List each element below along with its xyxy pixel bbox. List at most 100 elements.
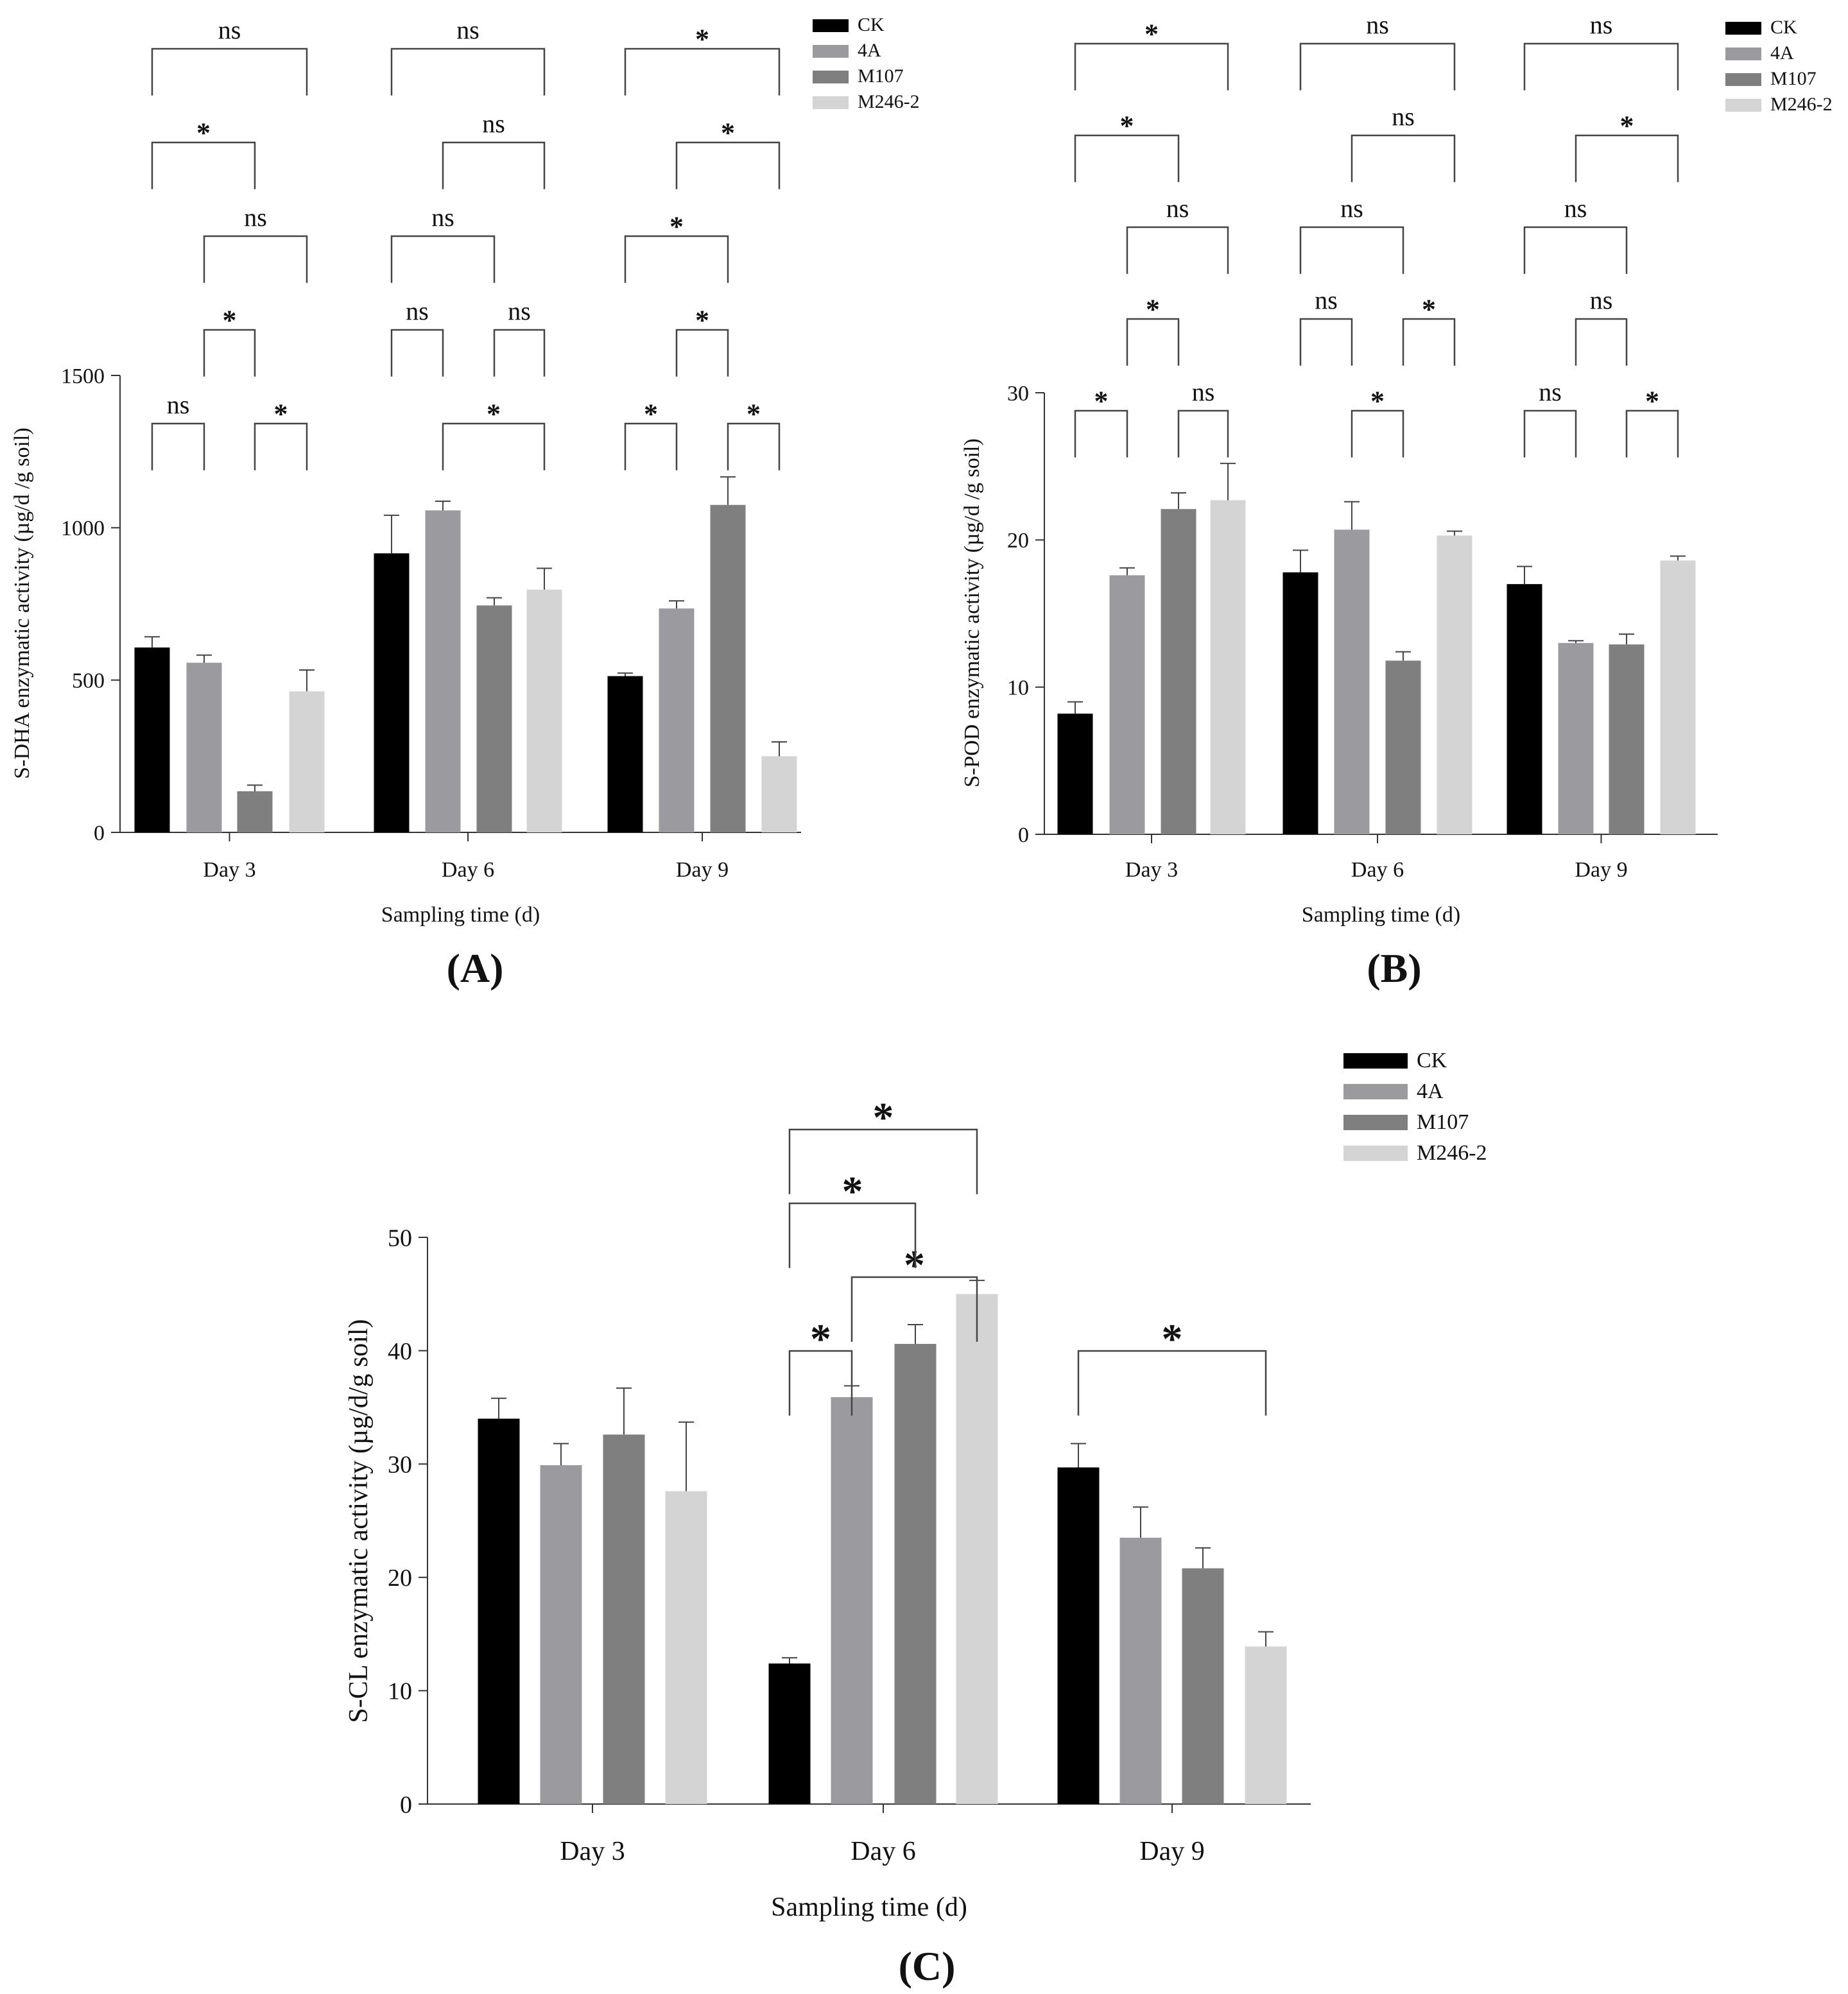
significance-bracket bbox=[203, 235, 308, 283]
bar bbox=[1558, 642, 1594, 834]
significance-bracket bbox=[1074, 134, 1180, 182]
significance-label: ns bbox=[1392, 102, 1415, 131]
bar bbox=[1385, 660, 1421, 834]
panel-label-b: (B) bbox=[1367, 945, 1421, 991]
bar bbox=[603, 1434, 645, 1804]
panel-a-chart: 0 500 1000 1500 Day 3 Day 6 Day 9 S-DHA enzymat… bbox=[10, 14, 920, 927]
bar bbox=[1057, 713, 1093, 834]
significance-label: ns bbox=[508, 297, 531, 325]
legend-label: CK bbox=[858, 14, 885, 35]
significance-bracket bbox=[727, 422, 781, 470]
legend-swatch bbox=[1725, 73, 1761, 86]
significance-label: ns bbox=[456, 15, 479, 44]
bar bbox=[831, 1397, 873, 1804]
significance-label: ns bbox=[482, 109, 505, 138]
x-tick-label: Day 3 bbox=[1125, 858, 1178, 882]
bar bbox=[289, 691, 325, 832]
significance-label: ns bbox=[1539, 377, 1562, 406]
significance-bracket bbox=[1077, 1350, 1267, 1416]
y-axis-title: S-DHA enzymatic activity (µg/d /g soil) bbox=[10, 427, 34, 778]
significance-label: * bbox=[904, 1242, 925, 1289]
legend-swatch bbox=[813, 19, 849, 32]
x-tick-label: Day 9 bbox=[1575, 858, 1627, 882]
y-tick-label: 1500 bbox=[61, 365, 105, 388]
significance-bracket bbox=[788, 1202, 917, 1268]
significance-label: ns bbox=[167, 390, 190, 419]
bar bbox=[1057, 1467, 1100, 1804]
significance-bracket bbox=[1575, 318, 1628, 366]
bar bbox=[476, 605, 512, 832]
bar bbox=[665, 1491, 707, 1804]
bar bbox=[1282, 572, 1318, 834]
significance-bracket bbox=[1351, 409, 1404, 458]
significance-label: * bbox=[196, 117, 211, 148]
x-axis-title: Sampling time (d) bbox=[1302, 903, 1460, 927]
bar bbox=[134, 647, 170, 832]
significance-label: * bbox=[747, 398, 761, 429]
significance-bracket bbox=[788, 1350, 853, 1416]
significance-bracket bbox=[675, 141, 781, 189]
significance-label: * bbox=[1144, 18, 1159, 49]
significance-label: * bbox=[1094, 385, 1109, 417]
significance-bracket bbox=[203, 329, 256, 377]
significance-bracket bbox=[1074, 42, 1229, 90]
bar bbox=[526, 589, 562, 832]
y-tick-label: 0 bbox=[400, 1791, 412, 1818]
bar bbox=[1507, 584, 1542, 834]
significance-bracket bbox=[151, 141, 256, 189]
significance-label: ns bbox=[1166, 194, 1189, 223]
significance-label: ns bbox=[1590, 286, 1613, 314]
significance-label: ns bbox=[406, 297, 429, 325]
bar bbox=[1437, 535, 1472, 834]
significance-label: * bbox=[274, 398, 288, 429]
panel-label-a: (A) bbox=[447, 945, 504, 991]
legend-label: 4A bbox=[1770, 42, 1794, 64]
legend-swatch bbox=[1725, 47, 1761, 60]
significance-bracket bbox=[390, 235, 496, 283]
significance-bracket bbox=[1523, 409, 1577, 458]
y-axis-title: S-POD enzymatic activity (µg/d /g soil) bbox=[960, 438, 984, 787]
bar bbox=[478, 1418, 520, 1804]
y-tick-label: 10 bbox=[388, 1678, 412, 1705]
significance-label: ns bbox=[244, 203, 267, 232]
bar bbox=[659, 608, 695, 832]
significance-label: ns bbox=[431, 203, 454, 232]
bar bbox=[1119, 1537, 1162, 1804]
significance-label: * bbox=[1645, 385, 1659, 417]
bar bbox=[540, 1465, 582, 1804]
legend-swatch bbox=[1343, 1115, 1408, 1130]
legend-label: M107 bbox=[1417, 1110, 1469, 1134]
significance-bracket bbox=[624, 422, 678, 470]
significance-bracket bbox=[390, 329, 444, 377]
significance-label: * bbox=[223, 304, 237, 336]
legend-label: M107 bbox=[858, 65, 904, 87]
significance-bracket bbox=[1402, 318, 1456, 366]
y-tick-label: 0 bbox=[1018, 823, 1029, 847]
bar bbox=[1660, 560, 1696, 834]
x-axis-title: Sampling time (d) bbox=[771, 1893, 967, 1922]
y-tick-label: 30 bbox=[1007, 382, 1029, 406]
significance-label: * bbox=[873, 1094, 894, 1141]
x-tick-label: Day 6 bbox=[442, 858, 494, 882]
significance-label: * bbox=[487, 398, 501, 429]
significance-label: * bbox=[842, 1168, 863, 1215]
significance-bracket bbox=[254, 422, 308, 470]
significance-bracket bbox=[1299, 42, 1456, 90]
legend-swatch bbox=[1725, 99, 1761, 112]
significance-bracket bbox=[151, 47, 308, 96]
x-tick-label: Day 9 bbox=[676, 858, 729, 882]
legend-label: M246-2 bbox=[858, 91, 920, 112]
significance-bracket bbox=[1523, 42, 1679, 90]
bar bbox=[237, 791, 273, 832]
significance-label: * bbox=[721, 117, 735, 148]
bar bbox=[710, 504, 746, 832]
y-tick-label: 20 bbox=[1007, 529, 1029, 553]
significance-bracket bbox=[1177, 409, 1229, 458]
legend-swatch bbox=[1343, 1053, 1408, 1069]
panel-c-chart: 0 10 20 30 40 50 Day 3 Day 6 Day 9 S-CL enzymatic… bbox=[344, 1049, 1487, 1922]
bar bbox=[1609, 644, 1645, 834]
bar bbox=[1109, 575, 1145, 834]
y-tick-label: 10 bbox=[1007, 676, 1029, 700]
y-tick-label: 1000 bbox=[61, 517, 105, 540]
